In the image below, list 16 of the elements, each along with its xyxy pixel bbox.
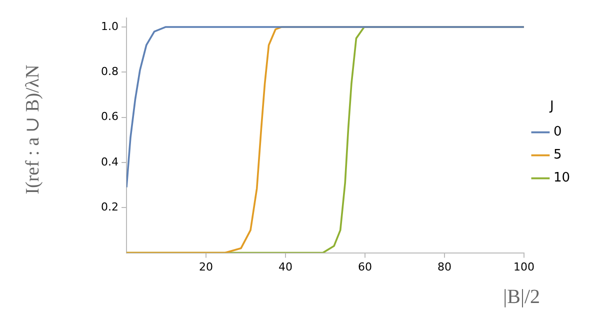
x-tick-label: 100 bbox=[513, 260, 534, 274]
y-tick-label: 0.8 bbox=[100, 65, 118, 78]
legend-label: 0 bbox=[553, 124, 562, 140]
x-tick-label: 40 bbox=[278, 260, 292, 274]
y-tick-label: 0.4 bbox=[100, 155, 118, 168]
y-tick-label: 0.6 bbox=[100, 110, 118, 124]
legend-title: J bbox=[549, 99, 554, 114]
legend-label: 10 bbox=[553, 170, 570, 186]
y-tick-label: 1.0 bbox=[100, 20, 118, 33]
x-tick-label: 60 bbox=[358, 260, 372, 274]
y-axis-title: I(ref : a ∪ B)/λN bbox=[22, 64, 44, 196]
legend-label: 5 bbox=[553, 148, 562, 163]
y-tick-label: 0.2 bbox=[100, 200, 118, 214]
x-tick-label: 20 bbox=[198, 260, 213, 274]
x-tick-label: 80 bbox=[437, 260, 452, 274]
x-axis-title: |B|/2 bbox=[503, 286, 540, 309]
